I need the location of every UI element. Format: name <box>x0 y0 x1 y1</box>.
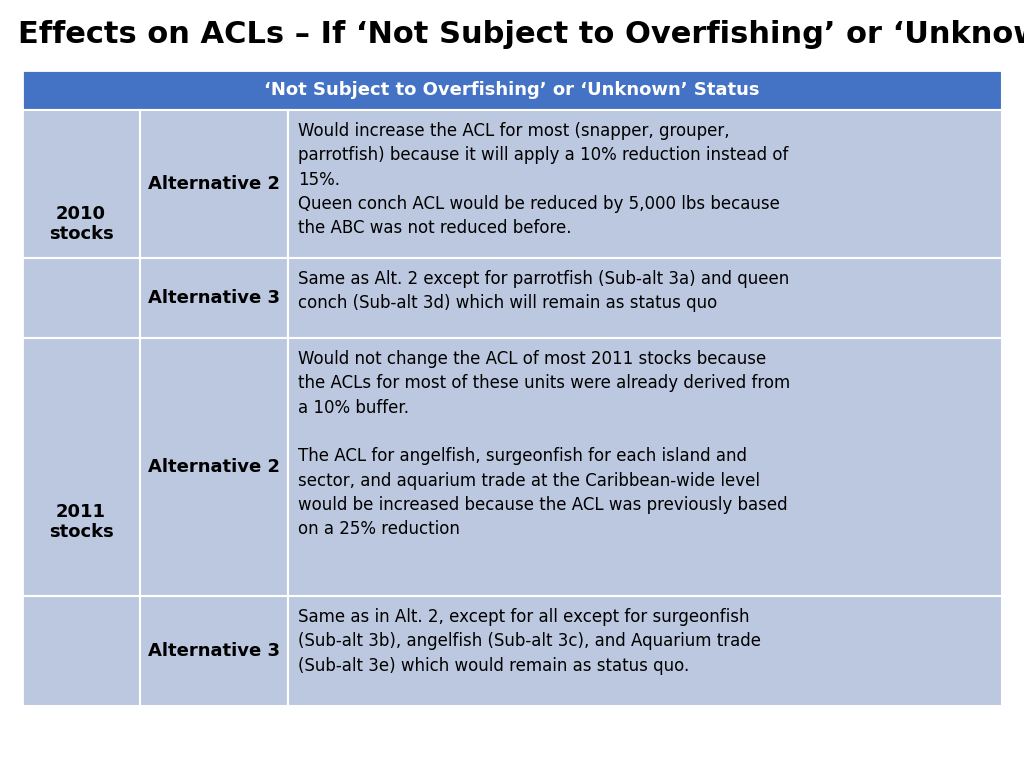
Text: Alternative 3: Alternative 3 <box>148 289 280 307</box>
Bar <box>140 596 288 706</box>
Text: 2011
stocks: 2011 stocks <box>48 502 114 541</box>
Bar <box>140 258 288 338</box>
Text: Alternative 3: Alternative 3 <box>148 642 280 660</box>
Text: ‘Not Subject to Overfishing’ or ‘Unknown’ Status: ‘Not Subject to Overfishing’ or ‘Unknown… <box>264 81 760 99</box>
Bar <box>288 110 1002 258</box>
Bar <box>288 258 1002 338</box>
Text: Would increase the ACL for most (snapper, grouper,
parrotfish) because it will a: Would increase the ACL for most (snapper… <box>298 122 788 237</box>
Text: Would not change the ACL of most 2011 stocks because
the ACLs for most of these : Would not change the ACL of most 2011 st… <box>298 350 791 538</box>
Bar <box>22 70 1002 756</box>
Text: Same as in Alt. 2, except for all except for surgeonfish
(Sub-alt 3b), angelfish: Same as in Alt. 2, except for all except… <box>298 608 761 674</box>
Text: Alternative 2: Alternative 2 <box>148 458 280 476</box>
Bar <box>22 338 140 596</box>
Text: Same as Alt. 2 except for parrotfish (Sub-alt 3a) and queen
conch (Sub-alt 3d) w: Same as Alt. 2 except for parrotfish (Su… <box>298 270 790 313</box>
Bar <box>22 110 140 258</box>
Text: Alternative 2: Alternative 2 <box>148 175 280 193</box>
Text: Effects on ACLs – If ‘Not Subject to Overfishing’ or ‘Unknown’: Effects on ACLs – If ‘Not Subject to Ove… <box>18 20 1024 49</box>
Bar <box>140 338 288 596</box>
Bar <box>140 110 288 258</box>
Bar <box>288 596 1002 706</box>
Bar <box>22 596 140 706</box>
Text: 2010
stocks: 2010 stocks <box>48 204 114 243</box>
Bar <box>22 70 1002 110</box>
Bar <box>288 338 1002 596</box>
Bar <box>22 258 140 338</box>
